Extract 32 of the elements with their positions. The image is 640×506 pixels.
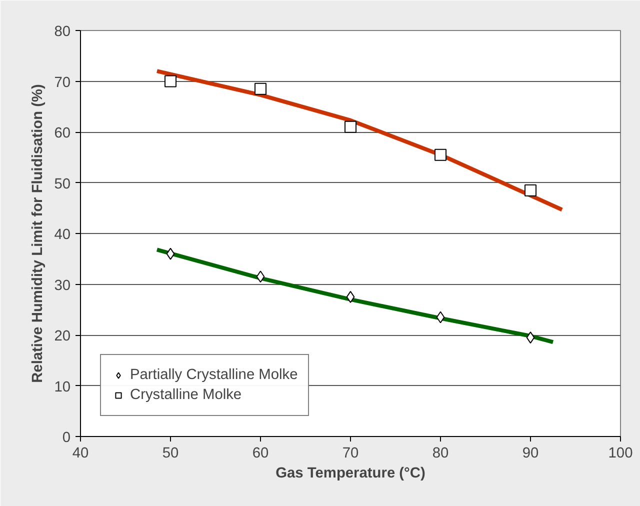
y-tick-label: 70 — [54, 74, 71, 91]
y-tick-label: 30 — [54, 278, 71, 294]
point — [254, 82, 266, 95]
x-tick-label: 100 — [608, 446, 633, 462]
point — [524, 184, 536, 196]
y-tick-label: 10 — [54, 379, 71, 396]
point — [344, 120, 356, 133]
legend-label: Partially Crystalline Molke — [130, 367, 298, 383]
point — [164, 75, 176, 88]
x-tick-label: 60 — [252, 446, 269, 462]
legend-label: Crystalline Molke — [130, 387, 242, 403]
x-tick-label: 80 — [432, 446, 449, 462]
point — [526, 332, 535, 344]
point — [436, 311, 445, 324]
y-tick-label: 60 — [54, 126, 71, 142]
x-axis-title: Gas Temperature (°C) — [276, 466, 426, 482]
y-tick-label: 80 — [54, 24, 71, 40]
x-tick-label: 70 — [342, 446, 359, 462]
point — [256, 270, 265, 283]
y-tick-label: 0 — [62, 430, 71, 446]
x-tick-label: 40 — [72, 446, 89, 462]
y-axis-title: Relative Humidity Limit for Fluidisation (%) — [30, 84, 46, 383]
y-tick-label: 20 — [54, 328, 71, 344]
y-tick-label: 50 — [54, 176, 71, 192]
point — [434, 148, 446, 161]
line-series — [155, 69, 564, 212]
x-tick-label: 90 — [522, 446, 539, 462]
point — [346, 290, 355, 303]
line-series — [155, 248, 555, 344]
x-tick-label: 50 — [162, 446, 179, 462]
point — [166, 248, 175, 260]
y-tick-label: 40 — [54, 227, 71, 243]
